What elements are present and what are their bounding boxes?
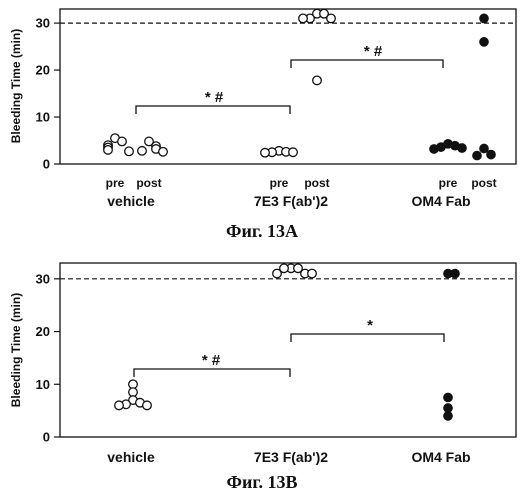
panel-a: Bleeding Time (min) 0 10 20 30 * # * # pre p… bbox=[9, 9, 516, 241]
data-point-vehicle bbox=[115, 401, 124, 410]
panel-a-sublabel-vehicle-pre: pre bbox=[106, 176, 125, 190]
data-point-vehicle-pre bbox=[125, 147, 134, 156]
panel-a-sublabel-om4-pre: pre bbox=[439, 176, 458, 190]
panel-b: Bleeding Time (min) 0 10 20 30 * # * vehicle… bbox=[9, 263, 516, 492]
panel-a-points bbox=[104, 9, 496, 159]
significance-bracket bbox=[291, 60, 443, 68]
panel-a-sublabel-7e3-pre: pre bbox=[270, 176, 289, 190]
data-point-7e3-f-ab-2 bbox=[308, 269, 317, 278]
y-tick-label: 20 bbox=[36, 324, 50, 339]
panel-a-group-label-vehicle: vehicle bbox=[107, 193, 155, 209]
y-tick-label: 10 bbox=[36, 110, 50, 125]
significance-bracket bbox=[291, 334, 444, 342]
data-point-om4-fab-post bbox=[480, 14, 488, 22]
panel-b-y-axis-label: Bleeding Time (min) bbox=[9, 293, 23, 407]
significance-label: * # bbox=[364, 43, 383, 60]
panel-a-significance-brackets: * # * # bbox=[136, 43, 443, 114]
data-point-7e3-f-ab-2-post bbox=[313, 76, 322, 85]
significance-label: * # bbox=[205, 89, 224, 106]
panel-b-significance-brackets: * # * bbox=[134, 317, 444, 377]
data-point-vehicle bbox=[143, 401, 152, 410]
panel-a-sublabel-7e3-post: post bbox=[304, 176, 329, 190]
panel-b-group-label-vehicle: vehicle bbox=[107, 449, 155, 465]
panel-a-group-label-7e3: 7E3 F(ab')2 bbox=[254, 193, 328, 209]
panel-a-sublabel-om4-post: post bbox=[471, 176, 496, 190]
data-point-om4-fab-post bbox=[480, 144, 488, 152]
data-point-7e3-f-ab-2-post bbox=[299, 14, 308, 23]
data-point-vehicle-pre bbox=[118, 137, 127, 146]
significance-bracket bbox=[134, 369, 290, 377]
y-tick-label: 10 bbox=[36, 377, 50, 392]
panel-b-y-ticks: 0 10 20 30 bbox=[36, 271, 60, 444]
panel-a-sublabel-vehicle-post: post bbox=[136, 176, 161, 190]
data-point-vehicle-post bbox=[159, 147, 168, 156]
panel-a-y-ticks: 0 10 20 30 bbox=[36, 16, 60, 172]
significance-bracket bbox=[136, 106, 290, 114]
data-point-vehicle-pre bbox=[104, 146, 113, 155]
y-tick-label: 30 bbox=[36, 271, 50, 286]
y-tick-label: 0 bbox=[43, 157, 50, 172]
data-point-om4-fab-post bbox=[480, 38, 488, 46]
significance-label: * # bbox=[202, 352, 221, 369]
panel-b-group-label-7e3: 7E3 F(ab')2 bbox=[254, 449, 328, 465]
panel-a-group-label-om4: OM4 Fab bbox=[411, 193, 470, 209]
panel-b-points bbox=[115, 264, 460, 420]
y-tick-label: 30 bbox=[36, 16, 50, 31]
panel-b-group-label-7e3-main: 7E3 F(ab')2 bbox=[254, 449, 328, 465]
data-point-om4-fab bbox=[444, 404, 452, 412]
data-point-om4-fab bbox=[451, 269, 459, 277]
significance-label: * bbox=[367, 317, 373, 334]
y-tick-label: 0 bbox=[43, 430, 50, 445]
data-point-7e3-f-ab-2-pre bbox=[289, 148, 298, 157]
data-point-7e3-f-ab-2-post bbox=[327, 14, 336, 23]
data-point-om4-fab-post bbox=[487, 150, 495, 158]
panel-a-group-label-7e3-main: 7E3 F(ab')2 bbox=[254, 193, 328, 209]
panel-a-caption: Фиг. 13A bbox=[226, 221, 298, 241]
data-point-om4-fab-post bbox=[473, 151, 481, 159]
data-point-om4-fab-pre bbox=[458, 144, 466, 152]
data-point-7e3-f-ab-2 bbox=[273, 269, 282, 278]
data-point-7e3-f-ab-2-pre bbox=[261, 148, 270, 157]
panel-b-caption: Фиг. 13B bbox=[227, 472, 298, 492]
data-point-om4-fab-pre bbox=[430, 145, 438, 153]
panel-b-group-label-om4: OM4 Fab bbox=[411, 449, 470, 465]
y-tick-label: 20 bbox=[36, 63, 50, 78]
panel-a-y-axis-label: Bleeding Time (min) bbox=[9, 29, 23, 143]
data-point-om4-fab bbox=[444, 412, 452, 420]
data-point-vehicle-post bbox=[138, 147, 147, 156]
data-point-om4-fab bbox=[444, 393, 452, 401]
